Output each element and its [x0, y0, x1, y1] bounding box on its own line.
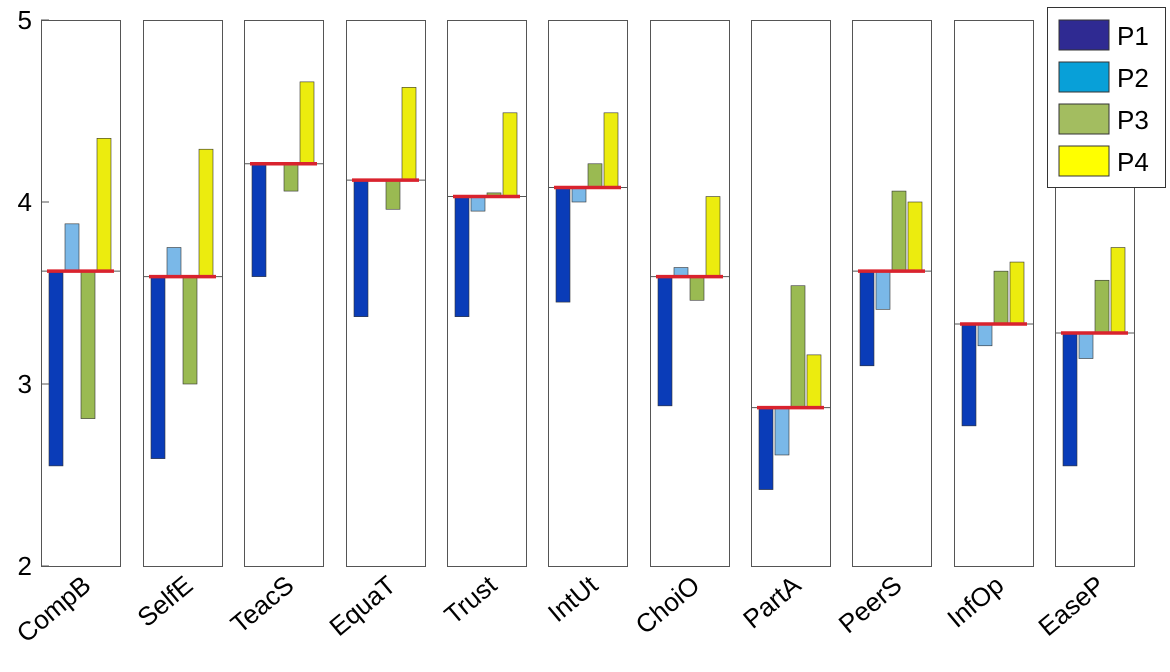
bar-selfe-p2	[166, 247, 182, 277]
bar-selfe-p3	[182, 276, 198, 385]
bar-infop-p4	[1009, 261, 1025, 325]
category-label-compb: CompB	[11, 570, 97, 649]
category-label-equat: EquaT	[323, 570, 401, 642]
legend-label-p3: P3	[1117, 105, 1149, 135]
bar-parta-p1	[758, 407, 774, 490]
legend-swatch-p3	[1058, 103, 1110, 135]
legend-swatch-p1	[1058, 19, 1110, 51]
category-label-infop: InfOp	[941, 570, 1009, 634]
bar-easep-p4	[1110, 247, 1126, 334]
category-label-easep: EaseP	[1032, 570, 1110, 642]
bar-easep-p3	[1094, 279, 1110, 334]
legend-label-p1: P1	[1117, 21, 1149, 51]
bar-infop-p2	[977, 323, 993, 347]
bar-peers-p2	[875, 270, 891, 310]
category-label-trust: Trust	[438, 569, 503, 630]
category-label-selfe: SelfE	[131, 570, 198, 633]
bar-easep-p2	[1078, 332, 1094, 359]
bar-peers-p3	[891, 190, 907, 272]
bar-trust-p4	[502, 112, 518, 197]
category-panels	[41, 20, 1135, 567]
category-label-teacs: TeacS	[225, 570, 300, 639]
category-label-peers: PeerS	[833, 570, 908, 639]
bar-equat-p3	[385, 179, 401, 210]
y-tick-label: 4	[18, 187, 32, 217]
bar-choio-p1	[657, 276, 673, 407]
category-label-intut: IntUt	[542, 569, 604, 628]
bar-parta-p4	[806, 354, 822, 408]
bars-layer	[48, 81, 1126, 490]
bar-equat-p4	[401, 87, 417, 181]
legend-swatch-p2	[1058, 61, 1110, 93]
legend-label-p4: P4	[1117, 147, 1149, 177]
bar-trust-p2	[470, 196, 486, 212]
legend: P1 P2 P3 P4	[1047, 7, 1166, 188]
bar-equat-p1	[353, 179, 369, 317]
bar-selfe-p1	[150, 276, 166, 459]
bar-parta-p3	[790, 285, 806, 408]
bar-choio-p3	[689, 276, 705, 301]
category-label-parta: PartA	[737, 569, 807, 634]
legend-label-p2: P2	[1117, 63, 1149, 93]
bar-infop-p3	[993, 270, 1009, 325]
bar-teacs-p3	[283, 163, 299, 192]
bar-teacs-p4	[299, 81, 315, 165]
bar-peers-p1	[859, 270, 875, 367]
bar-easep-p1	[1062, 332, 1078, 467]
bar-intut-p2	[571, 187, 587, 203]
bar-infop-p1	[961, 323, 977, 427]
bar-choio-p4	[705, 196, 721, 277]
bar-compb-p4	[96, 138, 112, 272]
baseline-markers	[47, 162, 1128, 410]
legend-swatch-p4	[1058, 145, 1110, 177]
category-labels: CompB SelfE TeacS EquaT Trust IntUt ChoiO PartA…	[11, 569, 1111, 648]
y-tick-label: 3	[18, 369, 32, 399]
bar-peers-p4	[907, 201, 923, 272]
bar-intut-p4	[603, 112, 619, 188]
bar-trust-p1	[454, 196, 470, 317]
bar-parta-p2	[774, 407, 790, 456]
y-tick-label: 2	[18, 551, 32, 581]
bar-selfe-p4	[198, 148, 214, 277]
y-axis-ticks: 2 3 4 5	[18, 5, 49, 581]
bar-compb-p3	[80, 270, 96, 419]
bar-intut-p1	[555, 187, 571, 303]
bar-compb-p1	[48, 270, 64, 467]
category-label-choio: ChoiO	[630, 570, 706, 640]
bar-compb-p2	[64, 223, 80, 272]
y-tick-label: 5	[18, 5, 32, 35]
bar-teacs-p1	[251, 163, 267, 277]
bar-intut-p3	[587, 163, 603, 188]
